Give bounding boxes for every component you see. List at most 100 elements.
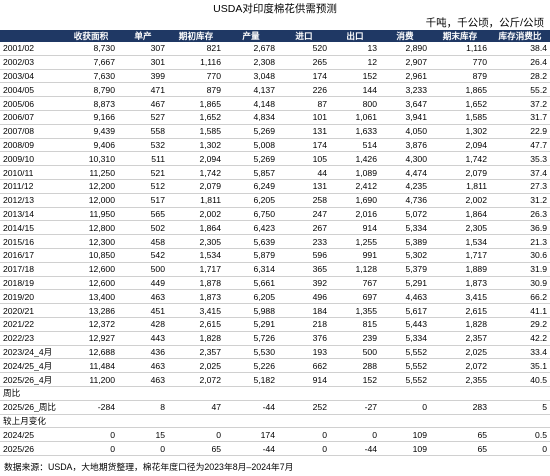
table-cell: 40.5	[490, 372, 550, 387]
table-cell: 2,002	[168, 207, 224, 222]
table-cell: 2,072	[168, 372, 224, 387]
table-cell: 5,988	[224, 303, 278, 318]
table-row: 2024/25_4月 11,484 463 2,025 5,226 662 288 5,552…	[0, 358, 550, 374]
table-cell: 47	[168, 400, 224, 415]
table-cell: 1,865	[430, 82, 490, 98]
table-cell: 267	[278, 220, 330, 236]
table-cell: 12,000	[64, 193, 118, 208]
table-row-monthly: 2024/25 0 15 0 174 0 0 109 65 0.5	[0, 427, 550, 443]
table-cell: -44	[224, 400, 278, 415]
table-cell: 11,250	[64, 165, 118, 180]
table-row: 2018/19 12,600 449 1,878 5,661 392 767 5,291 1,8…	[0, 276, 550, 291]
table-cell: 4,736	[380, 193, 430, 208]
row-label: 2008/09	[0, 138, 64, 153]
table-cell: 1,534	[168, 248, 224, 263]
table-cell: 35.3	[490, 151, 550, 167]
table-cell: 5,639	[224, 234, 278, 249]
table-cell: 26.4	[490, 55, 550, 70]
column-header: 期末库存	[430, 30, 490, 42]
table-row: 2015/16 12,300 458 2,305 5,639 233 1,255 5,389 1…	[0, 234, 550, 249]
table-cell: 1,889	[430, 262, 490, 277]
table-cell: 2,355	[430, 372, 490, 387]
table-cell: 815	[330, 317, 380, 332]
column-header: 产量	[224, 30, 278, 42]
row-label: 2009/10	[0, 151, 64, 167]
table-cell: 428	[118, 317, 168, 332]
table-cell: 1,652	[168, 110, 224, 125]
table-cell: 2,678	[224, 42, 278, 56]
table-cell: 144	[330, 82, 380, 98]
row-label: 2021/22	[0, 317, 64, 332]
table-cell: 6,423	[224, 220, 278, 236]
row-label: 2007/08	[0, 124, 64, 139]
table-cell: 821	[168, 42, 224, 56]
table-row-monthly: 2025/26 0 0 65 -44 0 -44 109 65 0	[0, 441, 550, 456]
table-row: 2001/02 8,730 307 821 2,678 520 13 2,890 1,116 38…	[0, 42, 550, 56]
table-cell: 7,630	[64, 69, 118, 84]
row-label: 2020/21	[0, 303, 64, 318]
table-cell: 502	[118, 220, 168, 236]
table-cell: 30.9	[490, 276, 550, 291]
table-cell: 2,025	[430, 345, 490, 360]
table-cell: 517	[118, 193, 168, 208]
table-row: 2023/24_4月 12,688 436 2,357 5,530 193 500 5,552…	[0, 345, 550, 360]
row-label: 2025/26_周比	[0, 400, 64, 415]
table-title: USDA对印度棉花供需预测	[213, 3, 337, 15]
table-row: 2002/03 7,667 301 1,116 2,308 265 12 2,907 770 26…	[0, 55, 550, 70]
table-cell: 1,255	[330, 234, 380, 249]
table-cell: -44	[330, 441, 380, 456]
table-cell: 239	[330, 331, 380, 346]
table-cell: 1,828	[168, 331, 224, 346]
table-cell: 443	[118, 331, 168, 346]
table-cell: 13,400	[64, 289, 118, 305]
table-cell: 5,857	[224, 165, 278, 180]
table-cell: 0	[64, 427, 118, 443]
table-cell: 1,811	[168, 193, 224, 208]
table-cell: 109	[380, 427, 430, 443]
table-row: 2006/07 9,166 527 1,652 4,834 101 1,061 3,941 1,…	[0, 110, 550, 125]
table-row: 2011/12 12,200 512 2,079 6,249 131 2,412 4,235 1…	[0, 179, 550, 194]
table-cell: 5,334	[380, 331, 430, 346]
table-cell: 26.3	[490, 207, 550, 222]
table-cell: 252	[278, 400, 330, 415]
table-cell: 5,617	[380, 303, 430, 318]
table-cell: 5,879	[224, 248, 278, 263]
table-cell: 1,585	[430, 110, 490, 125]
table-cell: 66.2	[490, 289, 550, 305]
table-cell: 4,463	[380, 289, 430, 305]
table-cell: 131	[278, 124, 330, 139]
table-cell: 463	[118, 372, 168, 387]
table-cell: 4,235	[380, 179, 430, 194]
row-label: 2004/05	[0, 82, 64, 98]
table-row: 2022/23 12,927 443 1,828 5,726 376 239 5,334 2,3…	[0, 331, 550, 346]
row-label: 2024/25_4月	[0, 358, 64, 374]
table-cell: 4,137	[224, 82, 278, 98]
table-cell: 28.2	[490, 69, 550, 84]
table-cell: 8,730	[64, 42, 118, 56]
table-cell: 131	[278, 179, 330, 194]
units-label: 千吨，千公顷，公斤/公顷	[425, 17, 544, 29]
section-label: 周比	[0, 386, 550, 401]
table-cell: 31.9	[490, 262, 550, 277]
table-cell: 1,355	[330, 303, 380, 318]
table-cell: 2,002	[430, 193, 490, 208]
column-header: 出口	[330, 30, 380, 42]
table-cell: 5,269	[224, 151, 278, 167]
table-cell: 174	[278, 138, 330, 153]
table-cell: 5,291	[224, 317, 278, 332]
table-cell: 7,667	[64, 55, 118, 70]
table-cell: 3,941	[380, 110, 430, 125]
column-header: 库存消费比	[490, 30, 550, 42]
table-cell: 13	[330, 42, 380, 56]
row-label: 2019/20	[0, 289, 64, 305]
table-cell: 42.2	[490, 331, 550, 346]
table-cell: 101	[278, 110, 330, 125]
table-cell: 226	[278, 82, 330, 98]
table-cell: 6,750	[224, 207, 278, 222]
table-cell: 36.9	[490, 220, 550, 236]
table-cell: 0	[118, 441, 168, 456]
table-cell: 511	[118, 151, 168, 167]
table-cell: 399	[118, 69, 168, 84]
table-cell: 800	[330, 96, 380, 111]
